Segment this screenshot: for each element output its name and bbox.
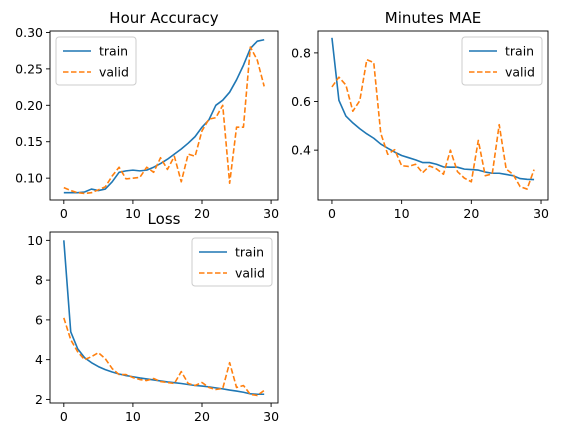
x-tick-label: 0 xyxy=(328,206,336,221)
series-line-valid xyxy=(63,317,265,397)
chart-panel-2: Minutes MAE 0 10 20 30 0.4 0.6 0.8 train valid xyxy=(291,9,549,221)
axes-frame xyxy=(49,30,279,201)
x-tick-label: 20 xyxy=(463,206,479,221)
x-tick-label: 0 xyxy=(60,409,68,424)
y-tick-label: 0.15 xyxy=(15,134,43,149)
legend: train valid xyxy=(191,237,273,287)
y-tick-label: 0.30 xyxy=(15,25,43,40)
x-tick-label: 20 xyxy=(194,206,210,221)
series-line-train xyxy=(331,37,535,181)
y-tick-label: 6 xyxy=(35,312,43,327)
chart-title: Hour Accuracy xyxy=(109,9,219,27)
legend-label-train: train xyxy=(235,245,264,260)
x-tick-label: 10 xyxy=(394,206,410,221)
legend: train valid xyxy=(55,36,137,86)
legend-label-valid: valid xyxy=(235,266,265,281)
axes-frame xyxy=(317,30,549,201)
chart-title: Minutes MAE xyxy=(385,9,482,27)
y-tick-label: 2 xyxy=(35,392,43,407)
x-tick-label: 0 xyxy=(60,206,68,221)
y-tick-label: 0.4 xyxy=(291,143,311,158)
legend: train valid xyxy=(461,36,543,86)
x-tick-label: 30 xyxy=(263,409,279,424)
y-tick-label: 8 xyxy=(35,273,43,288)
chart-title: Loss xyxy=(148,210,181,228)
chart-panel-1: Hour Accuracy 0 10 20 30 0.10 0.15 0.20 0.25 0.30… xyxy=(15,9,279,221)
chart-panel-3: Loss 0 10 20 30 2 4 6 8 10 train valid xyxy=(27,210,279,424)
x-tick-label: 30 xyxy=(263,206,279,221)
legend-label-valid: valid xyxy=(505,65,535,80)
y-tick-label: 0.25 xyxy=(15,61,43,76)
legend-label-train: train xyxy=(99,44,128,59)
legend-box xyxy=(191,237,273,287)
legend-label-valid: valid xyxy=(99,65,129,80)
x-tick-label: 10 xyxy=(125,409,141,424)
series-line-valid xyxy=(63,46,265,195)
y-tick-label: 4 xyxy=(35,352,43,367)
y-tick-label: 0.8 xyxy=(291,45,311,60)
axes-frame xyxy=(49,231,279,404)
y-tick-label: 0.6 xyxy=(291,94,311,109)
legend-box xyxy=(461,36,543,86)
y-tick-label: 0.10 xyxy=(15,171,43,186)
legend-box xyxy=(55,36,137,86)
series-line-valid xyxy=(331,58,535,190)
y-tick-label: 0.20 xyxy=(15,98,43,113)
x-tick-label: 10 xyxy=(125,206,141,221)
x-tick-label: 30 xyxy=(533,206,549,221)
legend-label-train: train xyxy=(505,44,534,59)
y-tick-label: 10 xyxy=(27,233,43,248)
x-tick-label: 20 xyxy=(194,409,210,424)
